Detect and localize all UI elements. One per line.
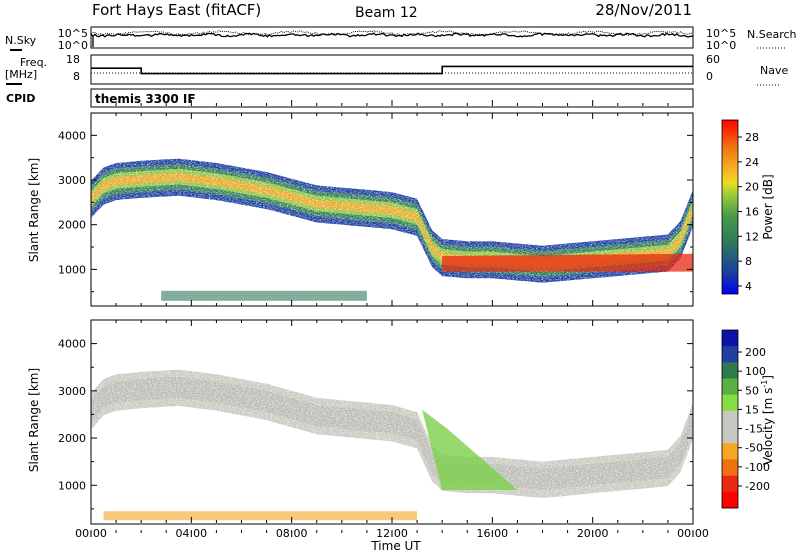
cpid-panel: CPID themis 3300 IF [6,88,694,108]
noise-panel: N.Sky 10^5 10^0 10^5 10^0 N.Search [5,26,797,52]
power-colorbar-tick-label: 28 [745,131,759,144]
velocity-colorbar-tick-label: 100 [745,365,766,378]
nave-tick-low: 0 [706,70,713,83]
range-tick-label: 2000 [58,219,86,232]
nave-label: Nave [760,64,788,77]
power-heatmap [91,113,693,306]
time-tick-label: 00:00 [75,527,107,540]
time-axis: 00:00 04:00 08:00 12:00 16:00 20:00 00:00 [75,100,709,540]
power-colorbar-ticks: 28 24 20 16 12 8 4 [738,131,759,293]
freq-tick-low: 8 [73,70,80,83]
freq-tick-high: 18 [66,53,80,66]
time-tick-label: 12:00 [376,527,408,540]
cpid-value: themis 3300 IF [95,92,196,106]
velocity-colorbar-label: Velocity [m s-1] [760,375,775,465]
velocity-colorbar-swatch [722,443,738,460]
power-colorbar-tick-label: 16 [745,206,759,219]
nsearch-label: N.Search [747,28,797,41]
nave-tick-high: 60 [706,53,720,66]
time-tick-label: 16:00 [476,527,508,540]
velocity-colorbar-swatch [722,346,738,363]
velocity-colorbar-swatch [722,362,738,379]
velocity-near-range-echo [103,511,418,521]
date-title: 28/Nov/2011 [595,1,692,19]
range-tick-label: 4000 [58,129,86,142]
beam-title: Beam 12 [355,5,418,21]
velocity-colorbar-swatch [722,410,738,428]
range-tick-label: 2000 [58,432,86,445]
speckle-mask [91,113,693,306]
velocity-colorbar-swatch [722,394,738,412]
velocity-colorbar: 200 100 50 15 -15 -50 -100 -200 Velocity [m s-1… [721,329,775,509]
freq-panel: Freq. [MHz] 18 8 60 0 Nave [5,53,788,86]
velocity-colorbar-swatch [722,491,738,509]
cpid-label: CPID [6,92,35,105]
velocity-range-label: Slant Range [km] [27,368,41,472]
range-tick-label: 1000 [58,479,86,492]
power-strong-echo [442,253,693,272]
velocity-colorbar-swatch [722,459,738,476]
freq-trace [91,65,693,75]
noise-right-bottom: 10^0 [706,39,736,52]
power-colorbar-tick-label: 12 [745,230,759,243]
nsky-trace [90,32,693,47]
freq-unit-label: [MHz] [5,68,37,81]
velocity-negative-patch [422,409,518,490]
power-panel: 1000 2000 3000 4000 Slant Range [km] [27,112,694,307]
velocity-heatmap [91,320,693,524]
velocity-colorbar-swatch [722,378,738,396]
time-tick-label: 04:00 [175,527,207,540]
noise-left-top: 10^5 [58,27,88,40]
power-colorbar-tick-label: 8 [745,255,752,268]
time-tick-label: 00:00 [677,527,709,540]
power-range-label: Slant Range [km] [27,158,41,262]
velocity-colorbar-swatches [722,330,738,509]
velocity-colorbar-swatch [722,427,738,444]
power-colorbar-tick-label: 20 [745,181,759,194]
range-tick-label: 3000 [58,385,86,398]
velocity-colorbar-tick-label: 200 [745,346,766,359]
velocity-colorbar-ticks: 200 100 50 15 -15 -50 -100 -200 [738,346,770,493]
velocity-colorbar-swatch [722,330,738,347]
range-tick-label: 4000 [58,338,86,351]
nsky-label: N.Sky [5,34,37,47]
power-range-axis: 1000 2000 3000 4000 [58,112,693,293]
power-colorbar: 28 24 20 16 12 8 4 Power [dB] [721,119,775,295]
power-colorbar-tick-label: 4 [745,280,752,293]
speckle-mask [91,320,693,524]
power-colorbar-label: Power [dB] [761,174,775,239]
velocity-colorbar-tick-label: -200 [745,480,770,493]
noise-left-bottom: 10^0 [58,39,88,52]
station-title: Fort Hays East (fitACF) [92,1,261,19]
noise-right-top: 10^5 [706,27,736,40]
power-near-range-echo [161,290,367,301]
freq-label: Freq. [20,56,47,69]
velocity-colorbar-tick-label: 15 [745,403,759,416]
power-colorbar-tick-label: 24 [745,156,759,169]
time-tick-label: 20:00 [577,527,609,540]
velocity-colorbar-tick-label: -50 [745,442,763,455]
time-axis-label: Time UT [370,539,421,553]
range-tick-label: 3000 [58,174,86,187]
velocity-colorbar-tick-label: -100 [745,461,770,474]
velocity-colorbar-tick-label: -15 [745,423,763,436]
velocity-colorbar-tick-label: 50 [745,384,759,397]
nsearch-trace [90,30,693,36]
velocity-colorbar-swatch [722,475,738,493]
time-tick-label: 08:00 [276,527,308,540]
velocity-range-axis: 1000 2000 3000 4000 [58,319,693,510]
velocity-panel: 1000 2000 3000 4000 Slant Range [km] [27,319,694,525]
range-tick-label: 1000 [58,263,86,276]
